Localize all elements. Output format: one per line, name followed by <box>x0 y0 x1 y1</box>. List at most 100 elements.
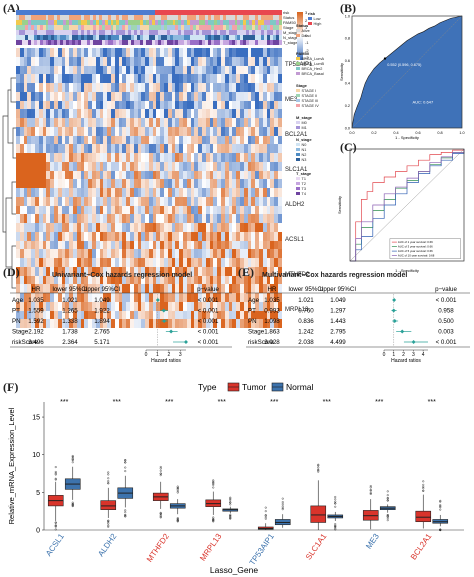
track-cell <box>234 15 238 20</box>
heatmap-cell <box>209 65 214 75</box>
track-cell <box>113 10 117 15</box>
track-cell <box>95 25 99 30</box>
heatmap-cell <box>243 91 248 101</box>
heatmap-cell <box>266 293 271 302</box>
heatmap-cell <box>270 74 275 83</box>
track-cell <box>131 10 135 15</box>
heatmap-cell <box>23 275 28 285</box>
heatmap-cell <box>179 118 184 127</box>
heatmap-cell <box>148 301 153 311</box>
heatmap-cell <box>141 266 146 276</box>
track-cell <box>213 25 217 30</box>
heatmap-cell <box>274 135 278 145</box>
heatmap-cell <box>129 275 134 285</box>
heatmap-cell <box>274 188 278 197</box>
heatmap-subrow <box>16 188 282 197</box>
heatmap-cell <box>198 161 203 171</box>
heatmap-cell <box>103 109 108 118</box>
track-cell <box>33 35 37 40</box>
heatmap-cell <box>194 205 199 215</box>
heatmap-cell <box>122 126 127 136</box>
track-cell <box>199 30 203 35</box>
heatmap-cell <box>114 65 119 75</box>
heatmap-cell <box>69 153 73 162</box>
heatmap-cell <box>129 135 134 145</box>
heatmap-cell <box>23 214 28 223</box>
heatmap-cell <box>266 214 271 223</box>
heatmap-cell <box>221 65 225 75</box>
heatmap-cell <box>228 48 233 57</box>
heatmap-cell <box>198 293 203 302</box>
heatmap-cell <box>243 188 248 197</box>
track-cell <box>163 35 167 40</box>
track-cell <box>72 35 76 40</box>
heatmap-cell <box>76 170 81 180</box>
track-cell <box>237 10 241 15</box>
heatmap-cell <box>266 48 271 57</box>
outlier <box>54 525 57 528</box>
track-cell <box>104 40 108 45</box>
heatmap-cell <box>183 100 187 110</box>
track-cell <box>240 35 244 40</box>
forest-d-header-2: upper 95%CI <box>84 286 120 293</box>
legend-swatch <box>296 152 300 157</box>
heatmap-cell <box>50 161 54 171</box>
legend-item: M0 <box>296 120 312 125</box>
heatmap-cell <box>27 319 32 328</box>
heatmap-cell <box>175 153 180 162</box>
heatmap-cell <box>194 109 199 118</box>
heatmap-cell <box>80 266 85 276</box>
track-cell <box>249 30 253 35</box>
track-cell <box>110 35 114 40</box>
legend-item-label: STAGE IV <box>301 103 319 108</box>
track-cell <box>207 20 211 25</box>
track-cell <box>122 35 126 40</box>
heatmap-cell <box>34 205 39 215</box>
heatmap-cell <box>69 240 73 250</box>
heatmap-cell <box>274 319 278 328</box>
track-cell <box>278 25 282 30</box>
track-cell <box>116 40 120 45</box>
heatmap-cell <box>160 275 165 285</box>
forest-e-row-hi: 1.297 <box>330 308 346 315</box>
heatmap-cell <box>167 126 172 136</box>
heatmap-cell <box>266 118 271 127</box>
heatmap-cell <box>152 153 157 162</box>
heatmap-cell <box>38 118 43 127</box>
heatmap-cell <box>202 301 206 311</box>
heatmap-cell <box>171 188 176 197</box>
heatmap-cell <box>129 118 134 127</box>
heatmap-cell <box>190 161 195 171</box>
heatmap-cell <box>171 205 176 215</box>
outlier <box>212 481 215 484</box>
heatmap-cell <box>171 179 176 188</box>
heatmap-subrow <box>16 83 282 92</box>
outlier <box>229 515 232 518</box>
heatmap-cell <box>186 310 191 320</box>
heatmap-cell <box>198 301 203 311</box>
track-cell <box>39 15 43 20</box>
heatmap-cell <box>95 223 100 232</box>
track-cell <box>219 30 223 35</box>
track-cell <box>95 15 99 20</box>
heatmap-cell <box>251 319 256 328</box>
track-cell <box>78 35 81 40</box>
track-cell <box>42 15 46 20</box>
heatmap-cell <box>34 109 39 118</box>
heatmap-cell <box>198 118 203 127</box>
track-cell <box>258 20 262 25</box>
heatmap-cell <box>221 74 225 83</box>
legend-label-tumor: Tumor <box>242 382 266 392</box>
heatmap-cell <box>118 319 123 328</box>
track-cell <box>258 10 262 15</box>
heatmap-cell <box>183 83 187 92</box>
track-cell <box>210 40 214 45</box>
heatmap-cell <box>19 170 24 180</box>
heatmap-cell <box>179 135 184 145</box>
heatmap-cell <box>57 249 62 258</box>
track-cell <box>202 30 205 35</box>
heatmap-cell <box>232 118 237 127</box>
heatmap-cell <box>148 118 153 127</box>
heatmap-cell <box>152 196 157 206</box>
heatmap-cell <box>72 100 77 110</box>
